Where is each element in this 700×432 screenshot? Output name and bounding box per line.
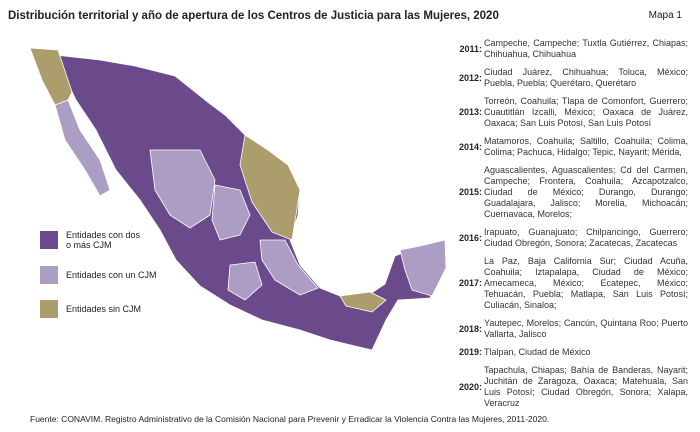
legend-item-none: Entidades sin CJM bbox=[40, 300, 157, 318]
year-label: 2013: bbox=[458, 107, 482, 117]
year-label: 2015: bbox=[458, 187, 482, 197]
year-label: 2019: bbox=[458, 347, 482, 357]
legend-label: Entidades con un CJM bbox=[66, 270, 157, 280]
year-text: Tapachula, Chiapas; Bahía de Banderas, N… bbox=[484, 365, 688, 408]
year-entry: 2013: Torreón, Coahuila; Tlapa de Comonfo… bbox=[452, 96, 688, 129]
year-text: Tlalpan, Ciudad de México bbox=[484, 347, 591, 357]
year-entry: 2018: Yautepec, Morelos; Cancún, Quintana… bbox=[452, 318, 688, 340]
legend-swatch bbox=[40, 266, 58, 284]
legend: Entidades con dos o más CJM Entidades co… bbox=[40, 230, 157, 334]
region-none-baja-norte bbox=[29, 47, 73, 106]
year-label: 2017: bbox=[458, 278, 482, 288]
year-text: Aguascalientes, Aguascalientes; Cd del C… bbox=[484, 165, 688, 219]
region-one-cjm-yucatan bbox=[399, 239, 447, 297]
year-text: Torreón, Coahuila; Tlapa de Comonfort, G… bbox=[484, 96, 688, 128]
year-text: Campeche, Campeche; Tuxtla Gutiérrez, Ch… bbox=[484, 38, 688, 59]
year-label: 2014: bbox=[458, 141, 482, 152]
region-none-coahuila-nl bbox=[239, 134, 301, 241]
legend-item-two-or-more: Entidades con dos o más CJM bbox=[40, 230, 157, 250]
year-entry: 2014: Matamoros, Coahuila; Saltillo, Coah… bbox=[452, 136, 688, 158]
year-text: Ciudad Juárez, Chihuahua; Toluca, México… bbox=[484, 67, 688, 88]
source-note: Fuente: CONAVIM. Registro Administrativo… bbox=[30, 414, 550, 424]
region-baja-sur bbox=[54, 99, 111, 197]
year-label: 2012: bbox=[458, 72, 482, 83]
year-text: Yautepec, Morelos; Cancún, Quintana Roo;… bbox=[484, 318, 688, 339]
year-label: 2018: bbox=[458, 323, 482, 334]
region-one-cjm-center bbox=[211, 184, 251, 241]
year-label: 2016: bbox=[458, 232, 482, 243]
region-one-cjm-south bbox=[227, 261, 263, 301]
region-none-tabasco bbox=[339, 291, 387, 313]
legend-label: Entidades con dos o más CJM bbox=[66, 230, 141, 250]
year-entry: 2012: Ciudad Juárez, Chihuahua; Toluca, M… bbox=[452, 67, 688, 89]
year-entry: 2015: Aguascalientes, Aguascalientes; Cd … bbox=[452, 165, 688, 220]
page-title: Distribución territorial y año de apertu… bbox=[8, 10, 499, 22]
year-text: Matamoros, Coahuila; Saltillo, Coahuila;… bbox=[484, 136, 688, 157]
legend-swatch bbox=[40, 300, 58, 318]
year-entry: 2020: Tapachula, Chiapas; Bahía de Bander… bbox=[452, 365, 688, 409]
year-entry: 2019: Tlalpan, Ciudad de México bbox=[452, 347, 688, 358]
year-entry: 2016: Irapuato, Guanajuato; Chilpancingo,… bbox=[452, 227, 688, 249]
year-label: 2011: bbox=[459, 43, 482, 54]
map-label: Mapa 1 bbox=[648, 10, 682, 21]
legend-item-one: Entidades con un CJM bbox=[40, 266, 157, 284]
region-one-cjm-west bbox=[149, 149, 216, 229]
year-label: 2020: bbox=[458, 381, 482, 392]
legend-label: Entidades sin CJM bbox=[66, 304, 142, 314]
year-entry: 2011: Campeche, Campeche; Tuxtla Gutiérre… bbox=[452, 38, 688, 60]
year-entry: 2017: La Paz, Baja California Sur; Ciudad… bbox=[452, 256, 688, 311]
legend-swatch bbox=[40, 231, 58, 249]
year-text: La Paz, Baja California Sur; Ciudad Acuñ… bbox=[484, 256, 688, 310]
year-list: 2011: Campeche, Campeche; Tuxtla Gutiérre… bbox=[452, 38, 688, 416]
year-text: Irapuato, Guanajuato; Chilpancingo, Guer… bbox=[484, 227, 688, 248]
region-one-cjm-east bbox=[259, 239, 319, 296]
